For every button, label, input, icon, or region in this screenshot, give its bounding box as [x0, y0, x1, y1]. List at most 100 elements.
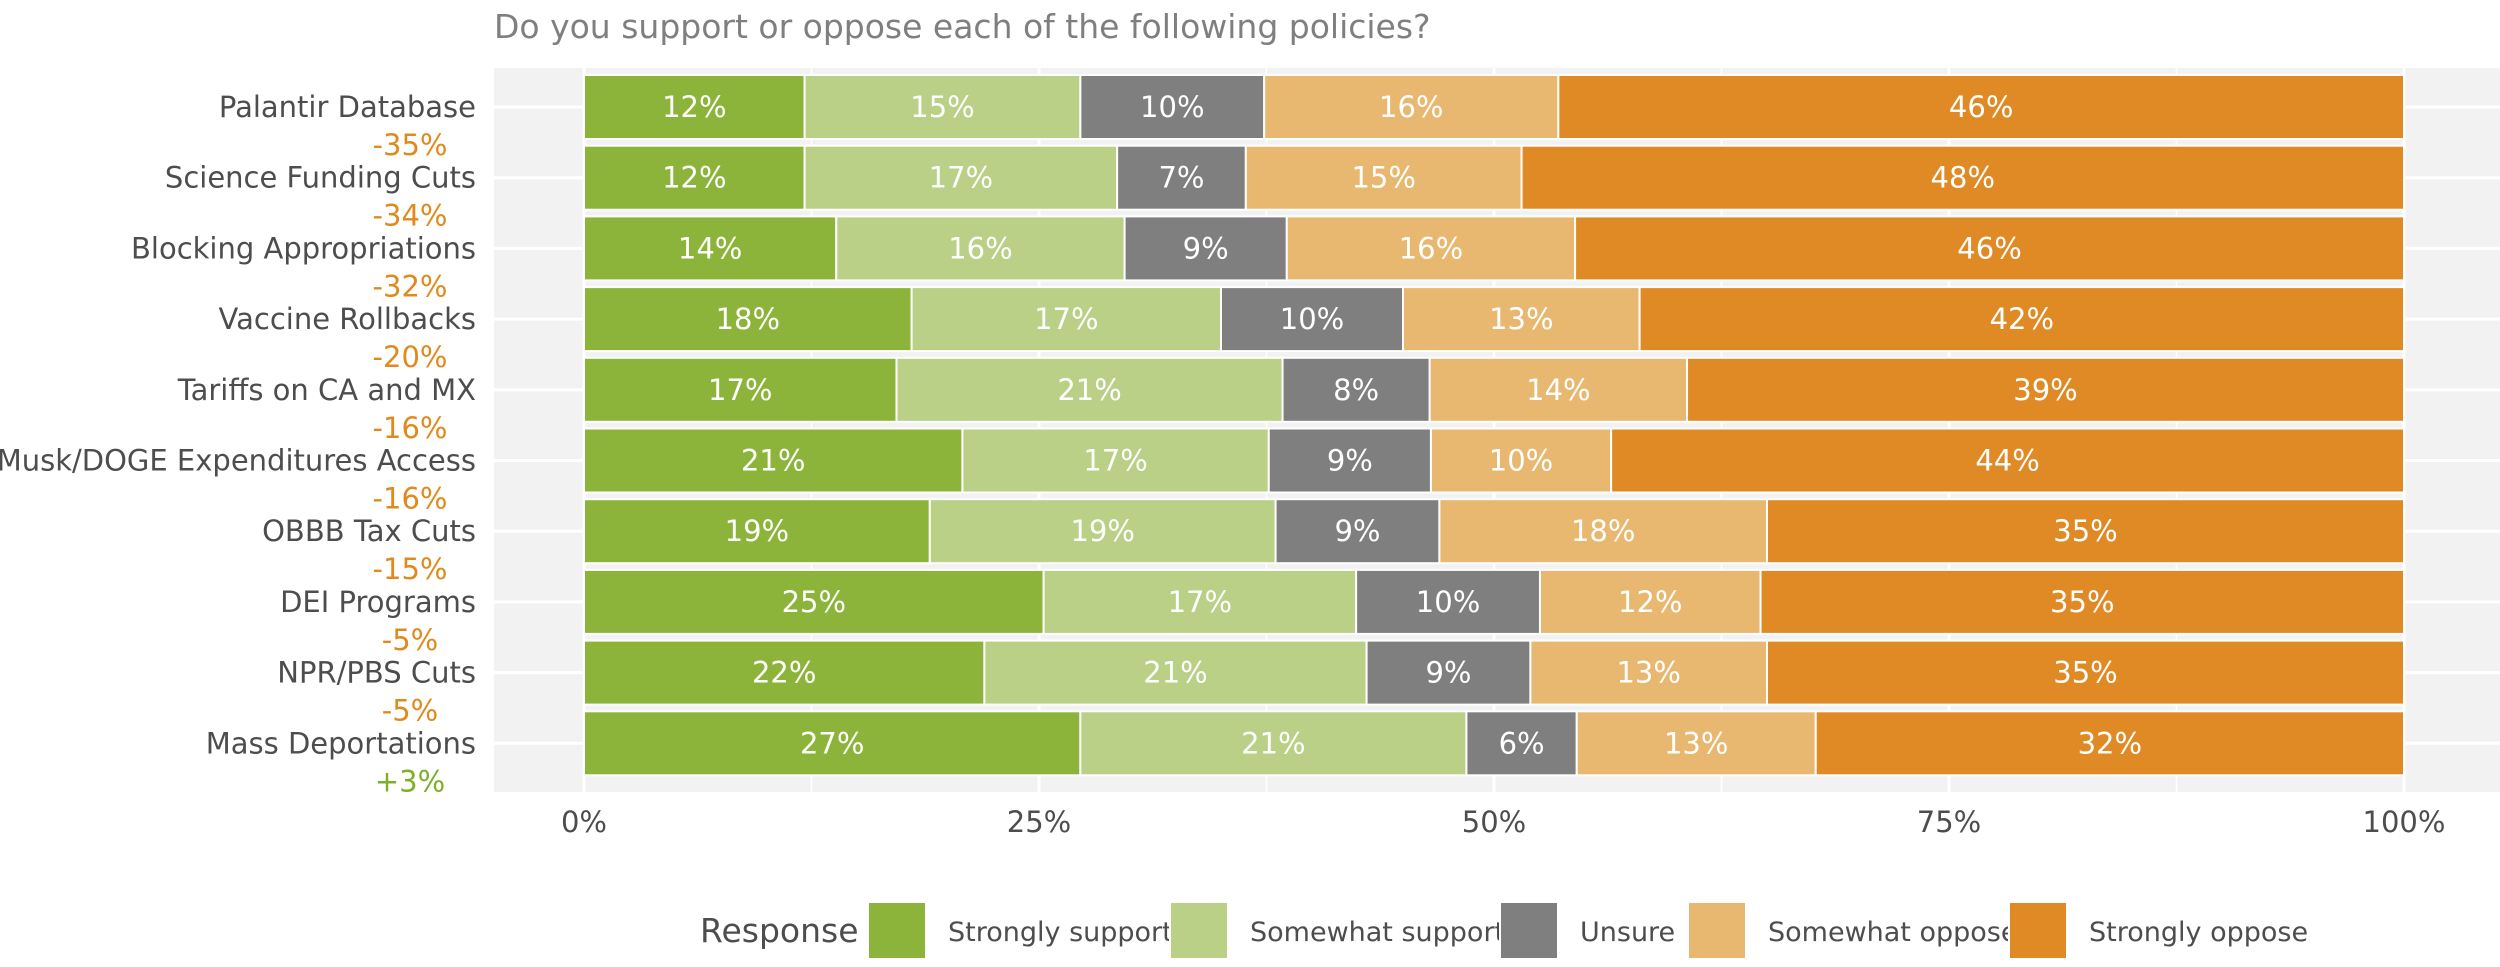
bar-segment-strongly-support	[583, 568, 1045, 635]
value-label: 17%	[708, 373, 772, 407]
legend-swatch	[1169, 901, 1229, 960]
legend-swatch	[867, 901, 927, 960]
value-label: 14%	[1526, 373, 1590, 407]
value-label: 18%	[1571, 514, 1635, 548]
category-label: Vaccine Rollbacks	[219, 302, 476, 336]
net-difference-label: -5%	[382, 623, 438, 657]
value-label: 32%	[2078, 726, 2142, 760]
value-label: 15%	[1351, 161, 1415, 195]
bar-segment-unsure	[1281, 356, 1431, 423]
bar-segment-strongly-oppose	[1686, 356, 2405, 423]
legend-item: Somewhat support	[1169, 901, 1505, 960]
bar-segment-strongly-support	[583, 144, 806, 211]
x-tick-label: 75%	[1917, 805, 1981, 839]
bar-segment-somewhat-oppose	[1428, 356, 1689, 423]
value-label: 17%	[1083, 444, 1147, 478]
net-difference-label: -20%	[373, 340, 448, 374]
category-label: Tariffs on CA and MX	[177, 373, 476, 407]
x-tick-label: 100%	[2363, 805, 2446, 839]
value-label: 9%	[1425, 656, 1471, 690]
bar-segment-strongly-oppose	[1766, 498, 2405, 565]
x-axis: 0% 25% 50% 75% 100%	[561, 805, 2445, 839]
value-label: 19%	[725, 514, 789, 548]
bar-segment-strongly-support	[583, 74, 806, 140]
value-label: 9%	[1183, 231, 1229, 265]
value-label: 9%	[1327, 444, 1373, 478]
value-label: 10%	[1489, 444, 1553, 478]
legend-item: Strongly support	[867, 901, 1173, 960]
x-tick-label: 50%	[1462, 805, 1526, 839]
value-label: 18%	[716, 302, 780, 336]
value-label: 21%	[1241, 726, 1305, 760]
bar-segment-somewhat-oppose	[1529, 639, 1769, 706]
bar-segment-somewhat-support	[895, 356, 1284, 423]
legend: Response Strongly support Somewhat support…	[700, 901, 2308, 960]
value-label: 22%	[752, 656, 816, 690]
bar-segment-strongly-oppose	[1759, 568, 2405, 635]
x-tick-label: 0%	[561, 805, 607, 839]
x-tick-label: 25%	[1007, 805, 1071, 839]
bar-segment-somewhat-oppose	[1538, 568, 1762, 635]
value-label: 42%	[1990, 302, 2054, 336]
bar-segment-strongly-support	[583, 356, 898, 423]
bar-segment-somewhat-oppose	[1402, 286, 1641, 353]
value-label: 17%	[1034, 302, 1098, 336]
category-labels: Palantir Database Science Funding Cuts Blo…	[0, 90, 476, 760]
bar-segment-unsure	[1365, 639, 1532, 706]
value-label: 21%	[1143, 656, 1207, 690]
legend-item: Strongly oppose	[2008, 901, 2308, 960]
legend-label: Somewhat oppose	[1768, 917, 2017, 948]
bar-segment-somewhat-support	[835, 215, 1126, 282]
value-label: 48%	[1931, 161, 1995, 195]
bar-segment-somewhat-support	[1079, 710, 1468, 777]
value-label: 16%	[1379, 90, 1443, 124]
bar-segment-somewhat-oppose	[1429, 427, 1613, 494]
net-difference-label: -16%	[373, 482, 448, 516]
net-difference-label: -5%	[382, 694, 438, 728]
legend-swatch	[1687, 901, 1747, 960]
bar-segment-unsure	[1220, 286, 1404, 353]
category-label: DEI Programs	[280, 585, 476, 619]
net-difference-label: -35%	[373, 128, 448, 162]
net-difference-label: -16%	[373, 411, 448, 445]
bar-segment-strongly-oppose	[1557, 74, 2405, 140]
bar-segment-somewhat-support	[910, 286, 1222, 353]
bar-row: 12% 17% 7% 15% 48%	[583, 144, 2406, 211]
value-label: 12%	[662, 161, 726, 195]
value-label: 39%	[2013, 373, 2077, 407]
bar-segment-somewhat-support	[803, 144, 1119, 211]
value-label: 12%	[662, 90, 726, 124]
bar-segment-somewhat-oppose	[1285, 215, 1577, 282]
chart-title: Do you support or oppose each of the fol…	[494, 7, 1431, 46]
bar-row: 17% 21% 8% 14% 39%	[583, 356, 2405, 423]
value-label: 9%	[1334, 514, 1380, 548]
value-label: 10%	[1280, 302, 1344, 336]
legend-item: Somewhat oppose	[1687, 901, 2017, 960]
category-label: OBBB Tax Cuts	[262, 514, 476, 548]
value-label: 17%	[929, 161, 993, 195]
net-difference-label: +3%	[375, 764, 445, 798]
bar-segment-somewhat-support	[1042, 568, 1358, 635]
bar-segment-unsure	[1079, 74, 1266, 140]
bar-segment-strongly-support	[583, 427, 964, 494]
bar-segment-somewhat-support	[983, 639, 1368, 706]
value-label: 7%	[1158, 161, 1204, 195]
legend-title: Response	[700, 911, 859, 950]
value-label: 21%	[741, 444, 805, 478]
bar-segment-unsure	[1465, 710, 1578, 777]
bar-row: 12% 15% 10% 16% 46%	[583, 74, 2405, 140]
bar-segment-strongly-oppose	[1574, 215, 2405, 282]
value-label: 46%	[1949, 90, 2013, 124]
bar-segment-somewhat-support	[928, 498, 1277, 565]
value-label: 15%	[910, 90, 974, 124]
value-label: 13%	[1616, 656, 1680, 690]
bar-row: 19% 19% 9% 18% 35%	[583, 498, 2405, 565]
bar-row: 18% 17% 10% 13% 42%	[583, 286, 2405, 353]
value-label: 35%	[2053, 514, 2117, 548]
bar-segment-strongly-oppose	[1638, 286, 2405, 353]
net-difference-label: -15%	[373, 552, 448, 586]
bar-segment-strongly-oppose	[1520, 144, 2406, 211]
bar-segment-strongly-support	[583, 498, 931, 565]
legend-swatch	[1499, 901, 1559, 960]
